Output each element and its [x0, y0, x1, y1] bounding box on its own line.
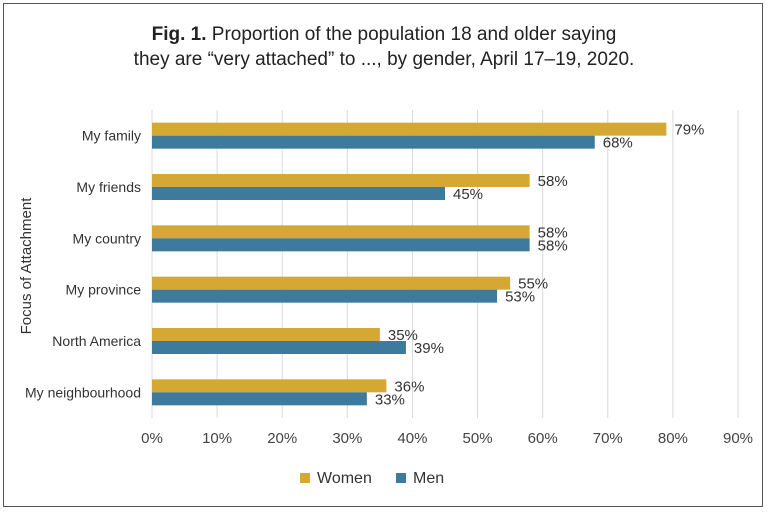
category-label: My neighbourhood: [25, 384, 141, 400]
data-label: 53%: [505, 289, 535, 306]
bar-men: [152, 187, 445, 200]
category-label: My family: [82, 128, 141, 144]
category-label: My country: [73, 230, 141, 246]
data-label: 36%: [394, 378, 424, 395]
x-tick-label: 90%: [723, 430, 753, 447]
bar-women: [152, 328, 380, 341]
x-tick-label: 10%: [202, 430, 232, 447]
bar-women: [152, 276, 511, 290]
data-label: 35%: [388, 327, 418, 344]
chart-title: Fig. 1. Proportion of the population 18 …: [0, 22, 768, 72]
x-tick-label: 20%: [267, 430, 297, 447]
bar-men: [152, 135, 595, 149]
x-tick-label: 30%: [332, 430, 362, 447]
category-label: North America: [52, 333, 141, 349]
data-label: 79%: [674, 122, 704, 139]
legend-label-women: Women: [317, 470, 372, 487]
data-label: 68%: [603, 135, 633, 152]
data-label: 45%: [453, 186, 483, 203]
legend-label-men: Men: [413, 470, 444, 487]
title-line-1: Proportion of the population 18 and olde…: [211, 24, 617, 45]
legend-swatch-men: [396, 473, 406, 483]
data-label: 58%: [538, 237, 568, 254]
category-label: My friends: [76, 179, 141, 195]
bar-men: [152, 238, 530, 252]
figure-label: Fig. 1.: [151, 24, 207, 45]
y-axis-title: Focus of Attachment: [18, 197, 35, 335]
figure-frame: [3, 3, 763, 507]
bar-men: [152, 392, 367, 406]
bar-men: [152, 341, 406, 354]
data-label: 39%: [414, 340, 444, 357]
data-label: 55%: [518, 276, 548, 293]
x-tick-label: 60%: [528, 430, 558, 447]
bar-men: [152, 289, 498, 303]
bar-women: [152, 174, 530, 187]
bar-women: [152, 225, 530, 239]
title-line-2: they are “very attached” to ..., by gend…: [133, 49, 635, 70]
x-tick-label: 0%: [141, 430, 163, 447]
bar-women: [152, 379, 387, 393]
x-tick-label: 50%: [463, 430, 493, 447]
x-tick-label: 70%: [593, 430, 623, 447]
data-label: 33%: [375, 391, 405, 408]
legend-swatch-women: [300, 473, 310, 483]
x-tick-label: 40%: [397, 430, 427, 447]
data-label: 58%: [538, 224, 568, 241]
bar-women: [152, 122, 667, 136]
x-tick-label: 80%: [658, 430, 688, 447]
data-label: 58%: [538, 173, 568, 190]
category-label: My province: [66, 282, 142, 298]
